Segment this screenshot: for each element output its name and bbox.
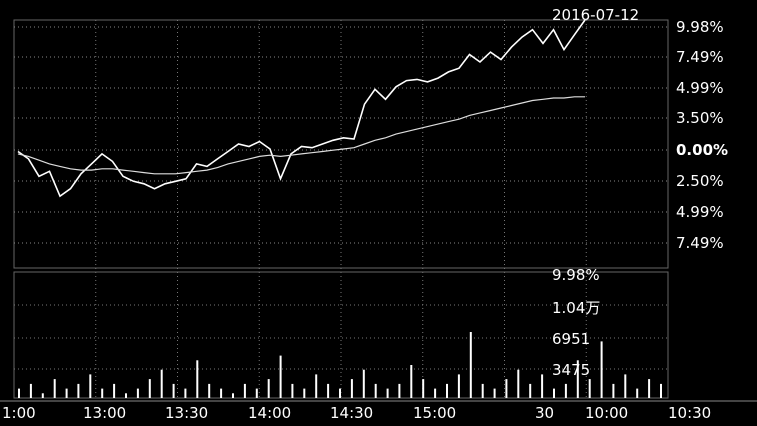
volume-bar [136, 388, 139, 398]
time-axis-tick: 14:30 [330, 404, 373, 422]
volume-bar [41, 393, 44, 398]
volume-bar [505, 379, 508, 398]
volume-bar [612, 383, 615, 398]
volume-bar [303, 388, 306, 398]
volume-axis-tick: 3475 [552, 361, 590, 379]
time-axis-tick: 13:00 [83, 404, 126, 422]
volume-bar [243, 383, 246, 398]
volume-bar [398, 383, 401, 398]
average-price-line [17, 96, 585, 175]
volume-bar [600, 341, 603, 398]
date-label: 2016-07-12 [552, 6, 639, 24]
volume-bar [148, 379, 151, 398]
time-axis-band [0, 401, 757, 426]
volume-bar [232, 393, 234, 398]
volume-axis-tick: 9.98% [552, 266, 600, 284]
time-axis-tick: 10:00 [585, 404, 628, 422]
volume-bar [125, 393, 127, 398]
volume-bar [255, 388, 258, 398]
volume-bar [469, 332, 472, 398]
time-axis-ticks: 1:00 13:00 13:30 14:00 14:30 15:00 30 10:00 10:3… [0, 400, 757, 426]
volume-bar [220, 388, 223, 398]
price-axis-tick: 9.98% [676, 18, 724, 36]
volume-bar [529, 383, 532, 398]
volume-bar [481, 383, 484, 398]
volume-bar [517, 369, 520, 398]
volume-bar [374, 383, 377, 398]
volume-bar [362, 369, 365, 398]
volume-bar [493, 388, 496, 398]
volume-axis-ticks: 9.98% 1.04万 6951 3475 [552, 266, 600, 379]
volume-bar [410, 365, 413, 398]
volume-bar [267, 379, 270, 398]
volume-bar [113, 383, 116, 398]
price-axis-tick: 3.50% [676, 109, 724, 127]
volume-bar [457, 374, 460, 398]
volume-bar [172, 383, 175, 398]
volume-bar [65, 388, 68, 398]
volume-bar [101, 388, 104, 398]
price-line [17, 19, 586, 198]
volume-bar [564, 383, 567, 398]
volume-bar [160, 369, 163, 398]
time-axis-tick: 15:00 [413, 404, 456, 422]
volume-bar [315, 374, 318, 398]
time-axis-tick: 10:30 [668, 404, 711, 422]
volume-bar [77, 383, 80, 398]
volume-bar [434, 388, 437, 398]
volume-axis-tick: 1.04万 [552, 299, 600, 317]
volume-bar [18, 388, 20, 398]
volume-bar [29, 383, 32, 398]
time-axis-tick: 1:00 [2, 404, 36, 422]
volume-bar [636, 388, 639, 398]
volume-bar [327, 383, 330, 398]
volume-bar [208, 383, 211, 398]
volume-bar [660, 383, 662, 398]
price-axis-tick: 7.49% [676, 234, 724, 252]
volume-bar [422, 379, 425, 398]
price-axis-tick: 0.00% [676, 141, 728, 159]
volume-bar [196, 360, 199, 398]
price-lines [17, 19, 586, 198]
volume-bar [89, 374, 92, 398]
volume-bar [350, 379, 353, 398]
time-axis-tick: 14:00 [248, 404, 291, 422]
price-axis-ticks: 9.98% 7.49% 4.99% 3.50% 0.00% 2.50% 4.99% 7.49% [676, 18, 728, 252]
volume-bar [53, 379, 56, 398]
volume-bar [541, 374, 544, 398]
chart-grid [13, 19, 669, 399]
volume-bars [18, 332, 662, 398]
volume-axis-tick: 6951 [552, 330, 590, 348]
volume-bar [576, 360, 579, 398]
volume-bar [291, 383, 294, 398]
volume-bar [446, 383, 448, 398]
price-axis-tick: 4.99% [676, 203, 724, 221]
price-axis-tick: 2.50% [676, 172, 724, 190]
volume-bar [279, 355, 282, 398]
price-axis-tick: 4.99% [676, 79, 724, 97]
volume-bar [624, 374, 627, 398]
volume-bar [386, 388, 389, 398]
volume-bar [184, 388, 187, 398]
volume-bar [588, 379, 591, 398]
volume-bar [553, 388, 555, 398]
price-axis-tick: 7.49% [676, 48, 724, 66]
time-axis-tick: 30 [535, 404, 554, 422]
volume-bar [648, 379, 651, 398]
volume-bar [339, 388, 341, 398]
time-axis-tick: 13:30 [165, 404, 208, 422]
